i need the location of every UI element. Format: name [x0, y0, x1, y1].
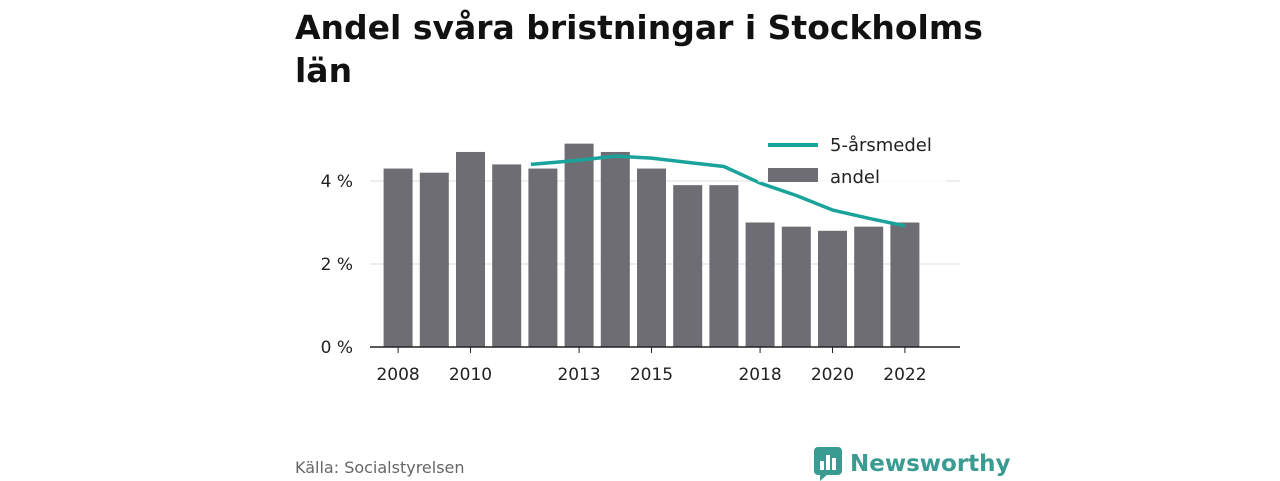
x-tick-label: 2015 — [630, 365, 673, 385]
bar — [384, 169, 413, 347]
bar — [673, 185, 702, 347]
x-tick-label: 2010 — [449, 365, 492, 385]
bar — [601, 152, 630, 347]
chart: 0 % 2 % 4 % 2008 2010 2013 2015 2018 2020 2022 5-… — [0, 0, 1280, 440]
bar — [782, 227, 811, 347]
bar — [565, 144, 594, 347]
brand-logo: Newsworthy — [814, 447, 1011, 481]
bar — [492, 164, 521, 347]
bar — [709, 185, 738, 347]
bar — [746, 223, 775, 348]
x-tick-label: 2022 — [883, 365, 926, 385]
legend: 5-årsmedel andel — [758, 130, 946, 188]
source-note: Källa: Socialstyrelsen — [295, 458, 465, 477]
x-tick-label: 2008 — [376, 365, 419, 385]
bar — [528, 169, 557, 347]
x-tick-label: 2020 — [811, 365, 854, 385]
y-tick-label: 4 % — [321, 172, 353, 192]
legend-label-bar: andel — [830, 167, 880, 188]
x-tick-label: 2013 — [557, 365, 600, 385]
x-tick-label: 2018 — [738, 365, 781, 385]
bar — [818, 231, 847, 347]
bar — [890, 223, 919, 348]
bar — [854, 227, 883, 347]
legend-label-line: 5-årsmedel — [830, 135, 932, 156]
bar-chart-speech-icon — [814, 447, 842, 481]
y-tick-label: 0 % — [321, 338, 353, 358]
bar — [637, 169, 666, 347]
y-tick-label: 2 % — [321, 255, 353, 275]
brand-name: Newsworthy — [850, 451, 1011, 477]
legend-bar-swatch — [768, 168, 818, 182]
bar — [456, 152, 485, 347]
bar — [420, 173, 449, 347]
